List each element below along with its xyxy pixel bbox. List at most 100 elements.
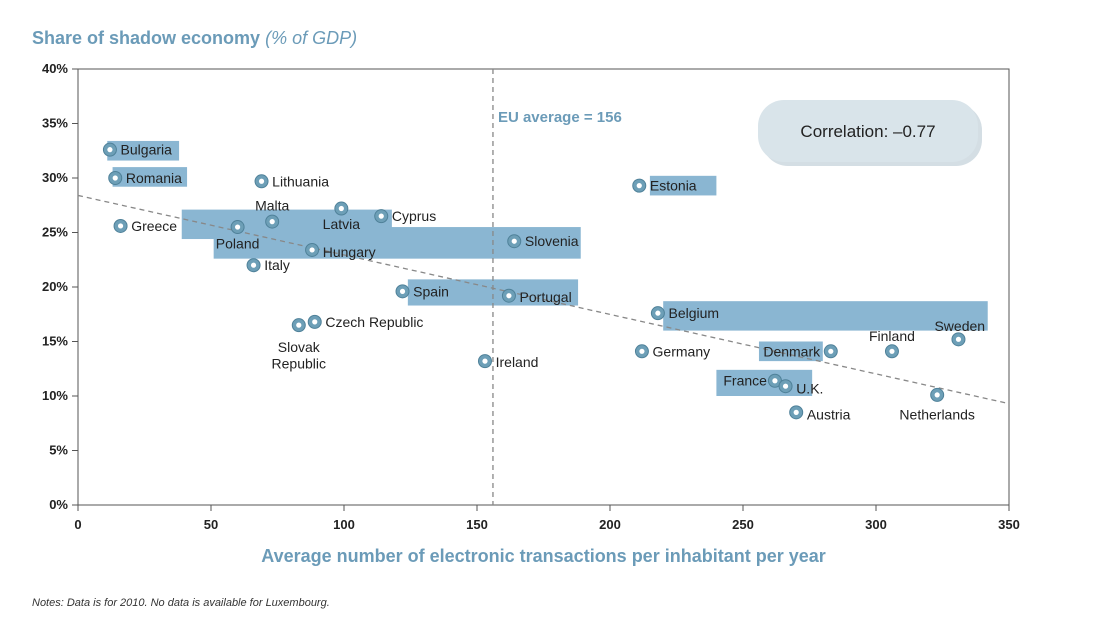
- correlation-label: Correlation: –0.77: [800, 122, 935, 141]
- x-axis-label: Average number of electronic transaction…: [261, 546, 826, 566]
- point-austria: [789, 405, 804, 420]
- highlight-band: [663, 301, 988, 331]
- point-lithuania: [254, 174, 269, 189]
- point-label: Lithuania: [272, 173, 329, 189]
- x-tick-label: 350: [998, 517, 1020, 532]
- point-label: U.K.: [796, 380, 823, 396]
- y-tick-label: 20%: [42, 279, 68, 294]
- highlight-band: [649, 175, 717, 196]
- x-tick-label: 150: [466, 517, 488, 532]
- point-slovenia: [507, 234, 522, 249]
- point-label: Netherlands: [899, 407, 975, 423]
- y-tick-label: 15%: [42, 334, 68, 349]
- y-tick-label: 10%: [42, 388, 68, 403]
- point-bulgaria: [102, 142, 117, 157]
- highlight-band: [758, 341, 823, 362]
- point-center: [782, 383, 789, 389]
- point-label: Austria: [807, 407, 851, 423]
- point-czech-republic: [307, 314, 322, 329]
- point-label: Italy: [264, 257, 290, 273]
- point-label: Ireland: [496, 354, 539, 370]
- point-center: [309, 247, 315, 253]
- y-tick-label: 25%: [42, 225, 68, 240]
- point-center: [828, 348, 834, 354]
- point-netherlands: [930, 387, 945, 402]
- point-label: Cyprus: [392, 208, 436, 224]
- point-romania: [108, 171, 123, 185]
- point-label: Hungary: [323, 244, 376, 260]
- point-center: [482, 358, 488, 364]
- point-center: [117, 223, 124, 229]
- point-center: [655, 310, 661, 316]
- point-sweden: [951, 332, 966, 347]
- x-tick-label: 50: [204, 517, 218, 532]
- point-center: [235, 224, 241, 230]
- point-belgium: [650, 306, 665, 321]
- point-center: [934, 392, 940, 398]
- x-tick-label: 200: [599, 517, 621, 532]
- point-spain: [395, 284, 410, 299]
- point-label: Denmark: [763, 343, 821, 359]
- point-latvia: [334, 201, 349, 216]
- x-tick-label: 0: [74, 517, 81, 532]
- point-ireland: [477, 354, 492, 369]
- point-center: [955, 336, 962, 342]
- y-tick-label: 0%: [49, 497, 68, 512]
- chart-title-text: Share of shadow economy: [32, 28, 261, 48]
- point-center: [889, 348, 895, 354]
- point-center: [312, 319, 318, 325]
- highlight-band: [407, 279, 579, 306]
- point-label: Finland: [869, 328, 915, 344]
- chart-notes: Notes: Data is for 2010. No data is avai…: [32, 597, 330, 609]
- x-tick-label: 300: [865, 517, 887, 532]
- point-center: [107, 147, 113, 153]
- point-label: Republic: [272, 355, 326, 371]
- point-germany: [634, 344, 649, 359]
- point-poland: [230, 220, 245, 235]
- point-center: [250, 262, 257, 268]
- point-label: Spain: [413, 283, 449, 299]
- point-finland: [884, 344, 899, 359]
- x-tick-label: 250: [732, 517, 754, 532]
- point-label: Germany: [653, 343, 711, 359]
- trend-line: [77, 194, 1010, 405]
- y-tick-label: 35%: [42, 116, 68, 131]
- point-greece: [113, 218, 128, 233]
- y-tick-label: 40%: [42, 61, 68, 76]
- point-center: [258, 178, 265, 184]
- point-denmark: [823, 344, 838, 359]
- point-center: [506, 293, 512, 299]
- y-tick-label: 30%: [42, 170, 68, 185]
- point-label: Czech Republic: [325, 314, 423, 330]
- y-tick-label: 5%: [49, 443, 68, 458]
- chart-title-unit: (% of GDP): [265, 28, 358, 48]
- point-label: Romania: [126, 170, 182, 186]
- point-label: Latvia: [323, 216, 361, 232]
- point-label: Slovak: [278, 339, 321, 355]
- point-label: Malta: [255, 197, 289, 213]
- eu-average-label: EU average = 156: [498, 109, 622, 126]
- point-center: [636, 183, 642, 189]
- point-center: [399, 288, 406, 294]
- point-center: [112, 175, 118, 181]
- point-label: France: [723, 373, 767, 389]
- point-italy: [246, 258, 261, 273]
- point-label: Poland: [216, 235, 260, 251]
- chart-title: Share of shadow economy (% of GDP): [32, 28, 357, 49]
- point-label: Bulgaria: [121, 142, 173, 158]
- point-slovak-republic: [291, 318, 306, 333]
- point-center: [296, 322, 302, 328]
- highlight-band: [112, 167, 188, 187]
- point-portugal: [501, 288, 516, 303]
- highlight-band: [107, 140, 180, 161]
- point-label: Estonia: [650, 178, 697, 194]
- point-cyprus: [374, 209, 389, 224]
- point-center: [793, 409, 799, 415]
- point-label: Belgium: [669, 305, 720, 321]
- point-malta: [265, 214, 280, 229]
- point-hungary: [305, 242, 320, 257]
- point-center: [338, 205, 344, 212]
- correlation-box-bg: [758, 100, 978, 162]
- point-label: Greece: [131, 218, 177, 234]
